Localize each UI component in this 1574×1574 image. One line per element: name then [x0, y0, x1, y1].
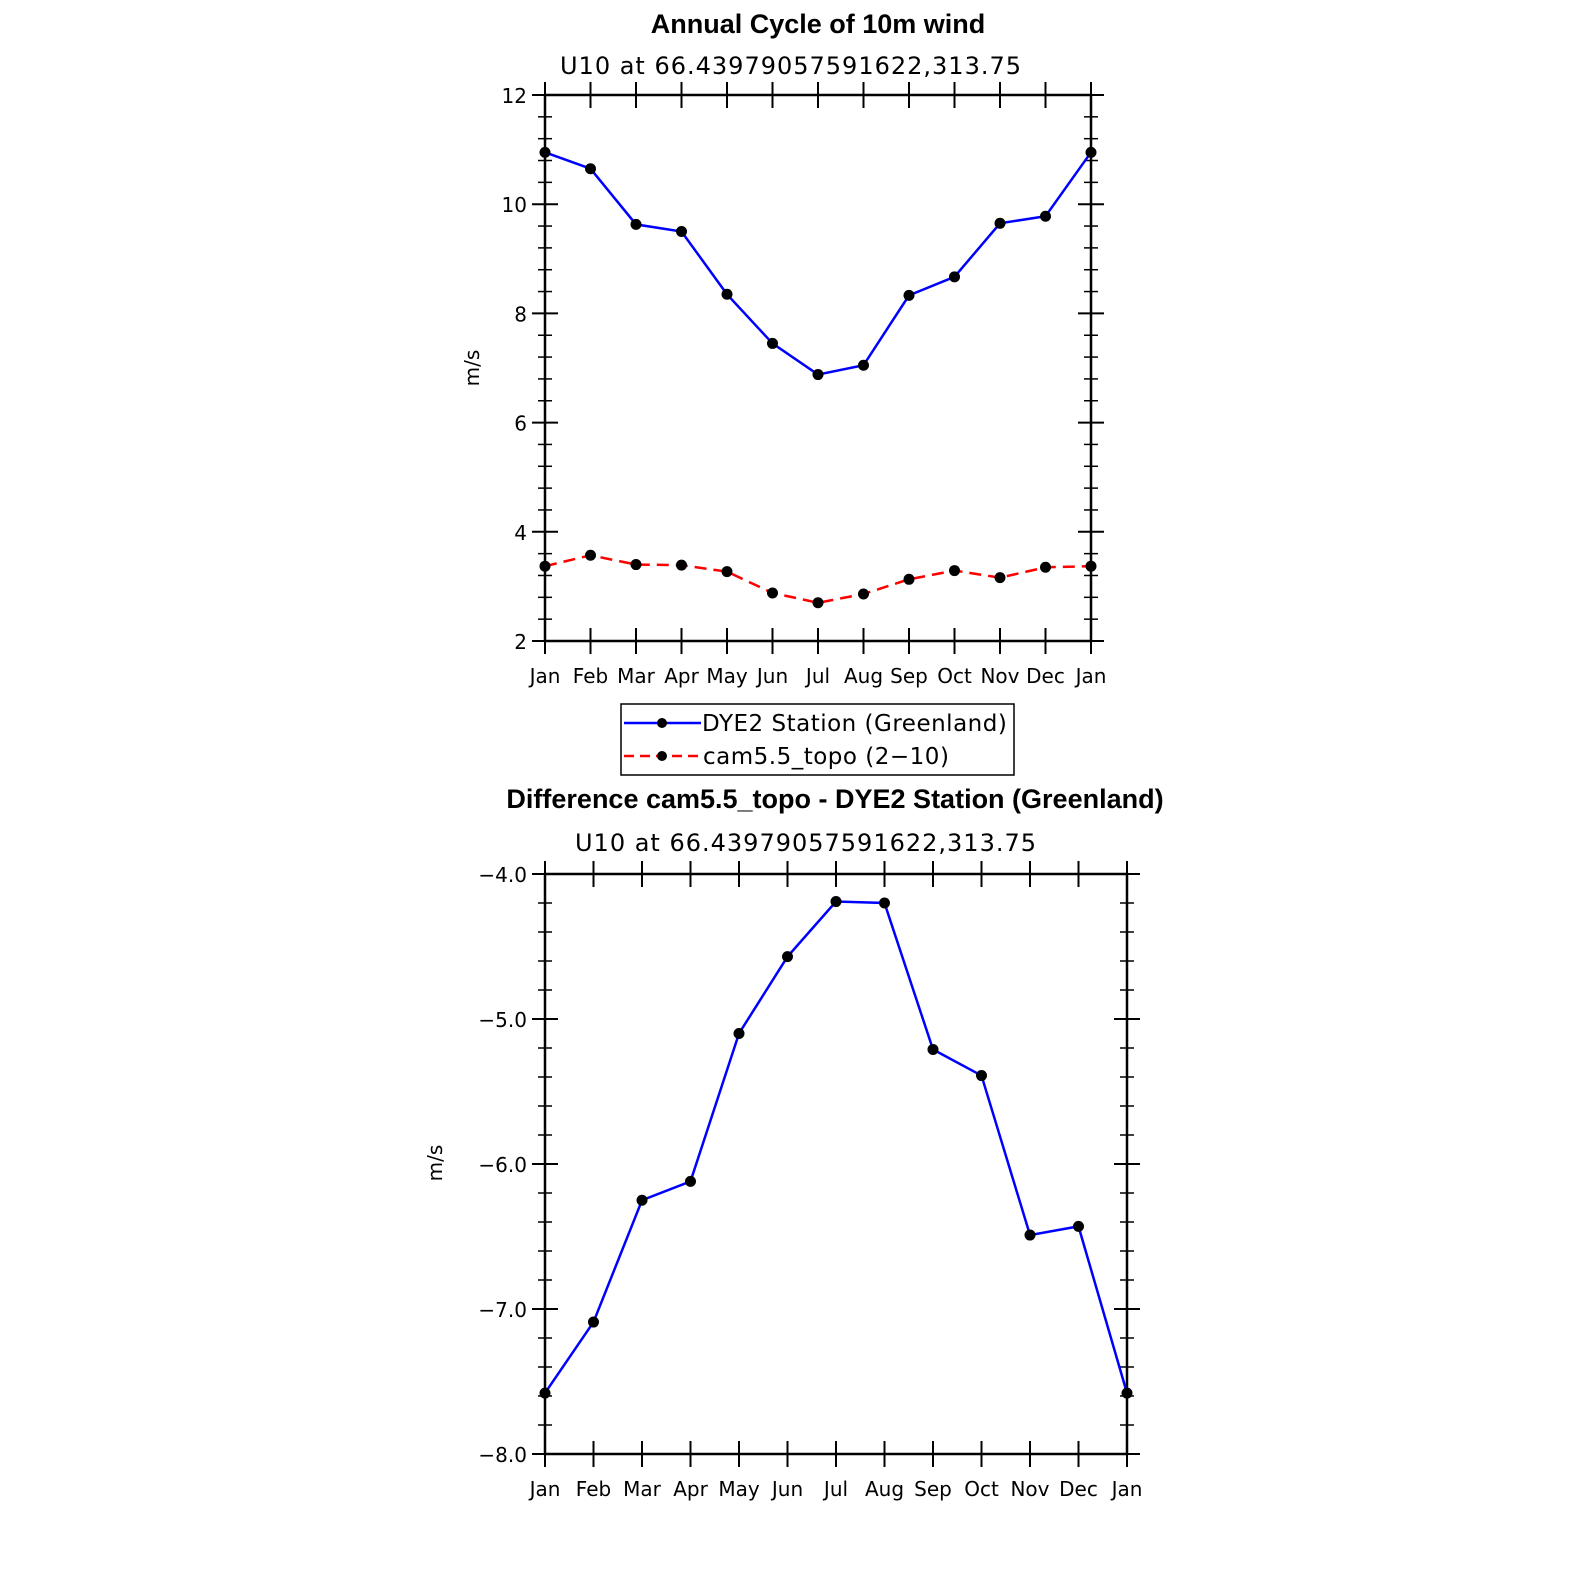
data-point: [1073, 1220, 1084, 1232]
y-tick-label: 2: [514, 630, 527, 654]
x-tick-label: Nov: [1010, 1477, 1049, 1501]
y-tick-label: 8: [514, 302, 527, 326]
data-point: [767, 587, 778, 599]
data-point: [539, 1387, 551, 1399]
data-point: [903, 573, 915, 585]
x-tick-label: Jan: [528, 1477, 561, 1501]
data-point: [676, 226, 687, 237]
x-tick-label: Apr: [673, 1477, 708, 1501]
x-tick-label: Feb: [576, 1477, 611, 1501]
x-tick-label: Sep: [890, 664, 928, 688]
data-point: [721, 566, 733, 578]
y-tick-label: −8.0: [478, 1443, 527, 1467]
x-tick-label: Dec: [1059, 1477, 1098, 1501]
x-tick-label: Jun: [755, 664, 788, 688]
legend-marker-cam: [657, 751, 667, 761]
chart1-subtitle: U10 at 66.43979057591622,313.75: [560, 52, 1022, 80]
x-tick-label: Oct: [964, 1477, 999, 1501]
x-tick-label: Jul: [804, 664, 830, 688]
chart2-ylabel: m/s: [423, 1145, 447, 1182]
legend-box: [620, 703, 1015, 776]
plot-frame: [543, 872, 1129, 1456]
chart1-title: Annual Cycle of 10m wind: [651, 9, 986, 39]
data-point: [539, 146, 551, 158]
legend: DYE2 Station (Greenland) cam5.5_topo (2−…: [620, 703, 1015, 776]
legend-marker-dye2: [657, 718, 667, 728]
chart2-subtitle: U10 at 66.43979057591622,313.75: [575, 829, 1037, 857]
x-tick-label: May: [706, 664, 748, 688]
x-tick-label: Mar: [623, 1477, 662, 1501]
data-point: [812, 369, 824, 381]
series-line-0: [544, 151, 1093, 376]
legend-label-cam: cam5.5_topo (2−10): [703, 744, 949, 770]
data-point: [949, 565, 960, 577]
data-point: [879, 897, 890, 909]
x-tick-label: May: [718, 1477, 760, 1501]
data-point: [858, 588, 869, 600]
x-tick-label: Jul: [822, 1477, 848, 1501]
x-tick-label: Jan: [1074, 664, 1107, 688]
y-tick-label: 12: [502, 84, 527, 108]
data-point: [927, 1043, 939, 1055]
difference-chart: Difference cam5.5_topo - DYE2 Station (G…: [423, 784, 1164, 1501]
data-point: [630, 559, 642, 571]
x-tick-label: Nov: [980, 664, 1019, 688]
x-tick-label: Jan: [1110, 1477, 1143, 1501]
x-tick-label: Feb: [573, 664, 608, 688]
data-point: [1040, 210, 1051, 222]
x-tick-label: Jun: [770, 1477, 803, 1501]
data-point: [1024, 1229, 1036, 1241]
data-point: [949, 271, 960, 283]
chart1-ylabel: m/s: [460, 350, 484, 387]
data-point: [588, 1316, 599, 1328]
y-tick-label: −6.0: [478, 1153, 527, 1177]
data-point: [976, 1070, 987, 1082]
data-point: [830, 896, 842, 908]
data-point: [636, 1194, 648, 1206]
data-point: [1040, 561, 1051, 573]
y-tick-label: 10: [502, 193, 527, 217]
x-tick-label: Oct: [937, 664, 972, 688]
data-point: [539, 560, 551, 572]
data-point: [733, 1028, 745, 1039]
x-tick-label: Mar: [617, 664, 656, 688]
x-tick-label: Aug: [844, 664, 883, 688]
data-point: [585, 163, 596, 175]
x-tick-label: Sep: [914, 1477, 952, 1501]
data-point: [721, 288, 733, 300]
data-point: [1085, 146, 1097, 158]
y-tick-label: −7.0: [478, 1298, 527, 1322]
data-point: [812, 597, 824, 609]
legend-label-dye2: DYE2 Station (Greenland): [702, 711, 1007, 737]
x-tick-label: Aug: [865, 1477, 904, 1501]
data-point: [994, 572, 1006, 584]
x-tick-label: Jan: [528, 664, 561, 688]
data-point: [858, 359, 869, 371]
x-tick-label: Dec: [1026, 664, 1065, 688]
data-point: [767, 337, 778, 349]
y-tick-label: −5.0: [478, 1008, 527, 1032]
y-tick-label: 6: [514, 412, 527, 436]
annual-cycle-chart: Annual Cycle of 10m wind U10 at 66.43979…: [460, 9, 1106, 688]
data-point: [685, 1175, 696, 1187]
series-line-0: [543, 900, 1129, 1394]
chart2-title: Difference cam5.5_topo - DYE2 Station (G…: [506, 784, 1163, 814]
data-point: [903, 289, 915, 301]
data-point: [630, 218, 642, 230]
data-point: [782, 951, 793, 963]
data-point: [994, 217, 1006, 229]
series-line-1: [544, 553, 1092, 605]
y-tick-label: 4: [514, 521, 527, 545]
data-point: [585, 549, 596, 561]
x-tick-label: Apr: [664, 664, 699, 688]
data-point: [1121, 1387, 1133, 1399]
y-tick-label: −4.0: [478, 863, 527, 887]
data-point: [676, 559, 687, 571]
data-point: [1085, 560, 1097, 572]
plot-frame: [543, 93, 1093, 643]
